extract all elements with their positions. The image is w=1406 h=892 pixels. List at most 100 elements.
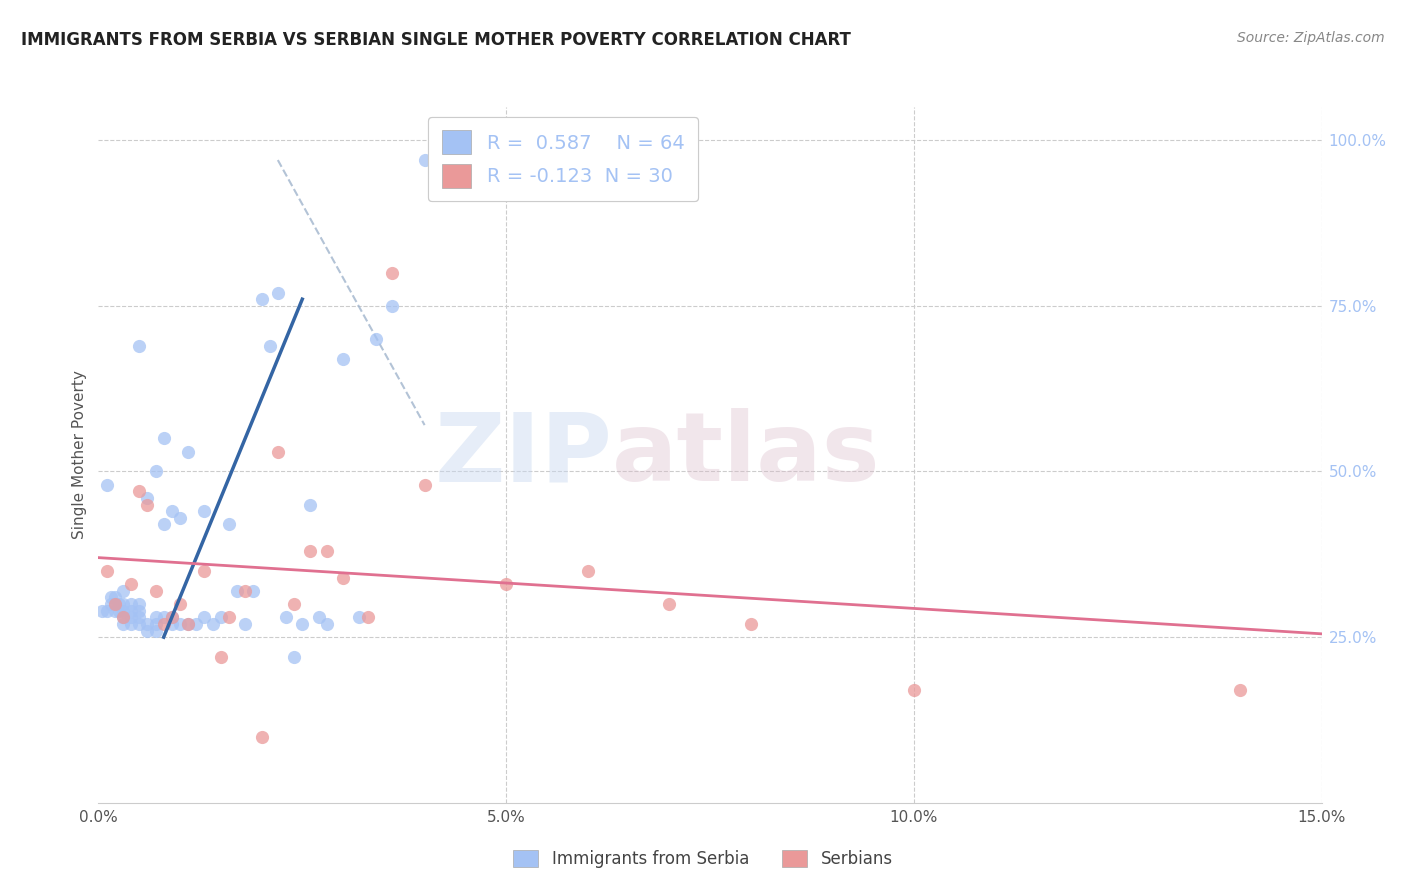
Point bbox=[332, 351, 354, 366]
Point bbox=[104, 597, 127, 611]
Point bbox=[740, 616, 762, 631]
Point bbox=[299, 498, 322, 512]
Point bbox=[111, 583, 134, 598]
Point bbox=[145, 465, 167, 479]
Point bbox=[201, 616, 224, 631]
Point bbox=[136, 491, 159, 505]
Point bbox=[96, 604, 118, 618]
Point bbox=[226, 583, 249, 598]
Point bbox=[308, 610, 330, 624]
Point bbox=[250, 292, 273, 306]
Point bbox=[413, 477, 436, 491]
Point bbox=[193, 610, 215, 624]
Point bbox=[111, 604, 134, 618]
Point bbox=[111, 610, 134, 624]
Point bbox=[111, 597, 134, 611]
Point bbox=[169, 616, 191, 631]
Point bbox=[111, 610, 134, 624]
Point bbox=[111, 616, 134, 631]
Point bbox=[218, 610, 240, 624]
Point bbox=[259, 338, 281, 352]
Point bbox=[96, 477, 118, 491]
Point bbox=[274, 610, 297, 624]
Point bbox=[128, 616, 150, 631]
Point bbox=[209, 650, 232, 665]
Point bbox=[193, 504, 215, 518]
Point bbox=[145, 583, 167, 598]
Y-axis label: Single Mother Poverty: Single Mother Poverty bbox=[72, 370, 87, 540]
Point bbox=[250, 730, 273, 744]
Point bbox=[160, 616, 183, 631]
Point bbox=[315, 544, 337, 558]
Point bbox=[136, 624, 159, 638]
Point bbox=[104, 591, 127, 605]
Point bbox=[283, 650, 305, 665]
Point bbox=[120, 616, 142, 631]
Point bbox=[128, 597, 150, 611]
Point bbox=[100, 597, 122, 611]
Point bbox=[152, 610, 174, 624]
Text: atlas: atlas bbox=[612, 409, 880, 501]
Point bbox=[177, 444, 200, 458]
Point bbox=[160, 610, 183, 624]
Point bbox=[169, 597, 191, 611]
Legend: R =  0.587    N = 64, R = -0.123  N = 30: R = 0.587 N = 64, R = -0.123 N = 30 bbox=[429, 117, 699, 202]
Point bbox=[120, 597, 142, 611]
Text: Source: ZipAtlas.com: Source: ZipAtlas.com bbox=[1237, 31, 1385, 45]
Point bbox=[152, 517, 174, 532]
Point bbox=[233, 583, 256, 598]
Point bbox=[283, 597, 305, 611]
Text: ZIP: ZIP bbox=[434, 409, 612, 501]
Point bbox=[193, 564, 215, 578]
Legend: Immigrants from Serbia, Serbians: Immigrants from Serbia, Serbians bbox=[506, 843, 900, 875]
Point bbox=[177, 616, 200, 631]
Point bbox=[332, 570, 354, 584]
Point bbox=[291, 616, 314, 631]
Point bbox=[160, 610, 183, 624]
Point bbox=[576, 564, 599, 578]
Point bbox=[299, 544, 322, 558]
Point bbox=[349, 610, 371, 624]
Point bbox=[104, 597, 127, 611]
Point bbox=[136, 498, 159, 512]
Point bbox=[381, 299, 404, 313]
Point bbox=[1229, 683, 1251, 698]
Point bbox=[267, 444, 290, 458]
Point bbox=[108, 597, 131, 611]
Point bbox=[160, 504, 183, 518]
Point bbox=[209, 610, 232, 624]
Point bbox=[356, 610, 378, 624]
Text: IMMIGRANTS FROM SERBIA VS SERBIAN SINGLE MOTHER POVERTY CORRELATION CHART: IMMIGRANTS FROM SERBIA VS SERBIAN SINGLE… bbox=[21, 31, 851, 49]
Point bbox=[120, 610, 142, 624]
Point bbox=[96, 564, 118, 578]
Point bbox=[903, 683, 925, 698]
Point bbox=[495, 577, 517, 591]
Point bbox=[233, 616, 256, 631]
Point bbox=[315, 616, 337, 631]
Point bbox=[91, 604, 114, 618]
Point bbox=[658, 597, 681, 611]
Point bbox=[152, 431, 174, 445]
Point bbox=[242, 583, 264, 598]
Point bbox=[186, 616, 208, 631]
Point bbox=[108, 604, 131, 618]
Point bbox=[128, 338, 150, 352]
Point bbox=[120, 604, 142, 618]
Point bbox=[169, 511, 191, 525]
Point bbox=[267, 285, 290, 300]
Point bbox=[145, 624, 167, 638]
Point bbox=[177, 616, 200, 631]
Point bbox=[364, 332, 387, 346]
Point bbox=[100, 591, 122, 605]
Point bbox=[145, 616, 167, 631]
Point bbox=[120, 577, 142, 591]
Point bbox=[218, 517, 240, 532]
Point bbox=[104, 604, 127, 618]
Point bbox=[381, 266, 404, 280]
Point bbox=[136, 616, 159, 631]
Point bbox=[413, 153, 436, 167]
Point bbox=[152, 616, 174, 631]
Point bbox=[128, 484, 150, 499]
Point bbox=[128, 610, 150, 624]
Point bbox=[145, 610, 167, 624]
